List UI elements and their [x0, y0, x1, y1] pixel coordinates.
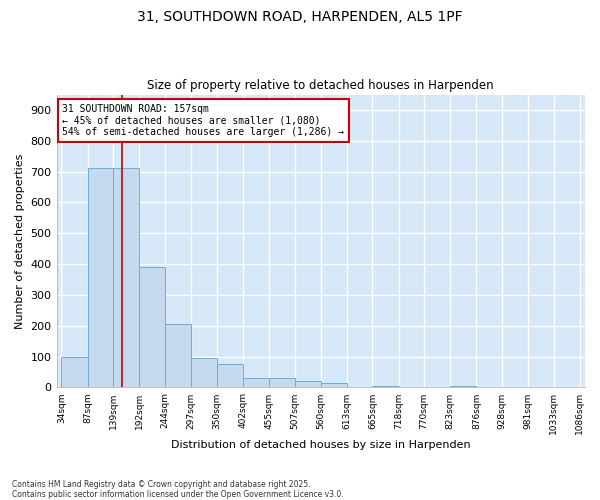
Bar — [217, 364, 243, 388]
Bar — [269, 378, 295, 388]
X-axis label: Distribution of detached houses by size in Harpenden: Distribution of detached houses by size … — [171, 440, 470, 450]
Bar — [243, 378, 269, 388]
Text: 31 SOUTHDOWN ROAD: 157sqm
← 45% of detached houses are smaller (1,080)
54% of se: 31 SOUTHDOWN ROAD: 157sqm ← 45% of detac… — [62, 104, 344, 137]
Bar — [320, 383, 347, 388]
Bar — [139, 267, 165, 388]
Text: 31, SOUTHDOWN ROAD, HARPENDEN, AL5 1PF: 31, SOUTHDOWN ROAD, HARPENDEN, AL5 1PF — [137, 10, 463, 24]
Bar — [373, 386, 398, 388]
Bar — [450, 386, 476, 388]
Y-axis label: Number of detached properties: Number of detached properties — [15, 154, 25, 328]
Bar — [165, 324, 191, 388]
Bar — [295, 382, 320, 388]
Title: Size of property relative to detached houses in Harpenden: Size of property relative to detached ho… — [148, 79, 494, 92]
Bar — [191, 358, 217, 388]
Bar — [61, 356, 88, 388]
Bar — [88, 168, 113, 388]
Text: Contains HM Land Registry data © Crown copyright and database right 2025.
Contai: Contains HM Land Registry data © Crown c… — [12, 480, 344, 499]
Bar — [113, 168, 139, 388]
